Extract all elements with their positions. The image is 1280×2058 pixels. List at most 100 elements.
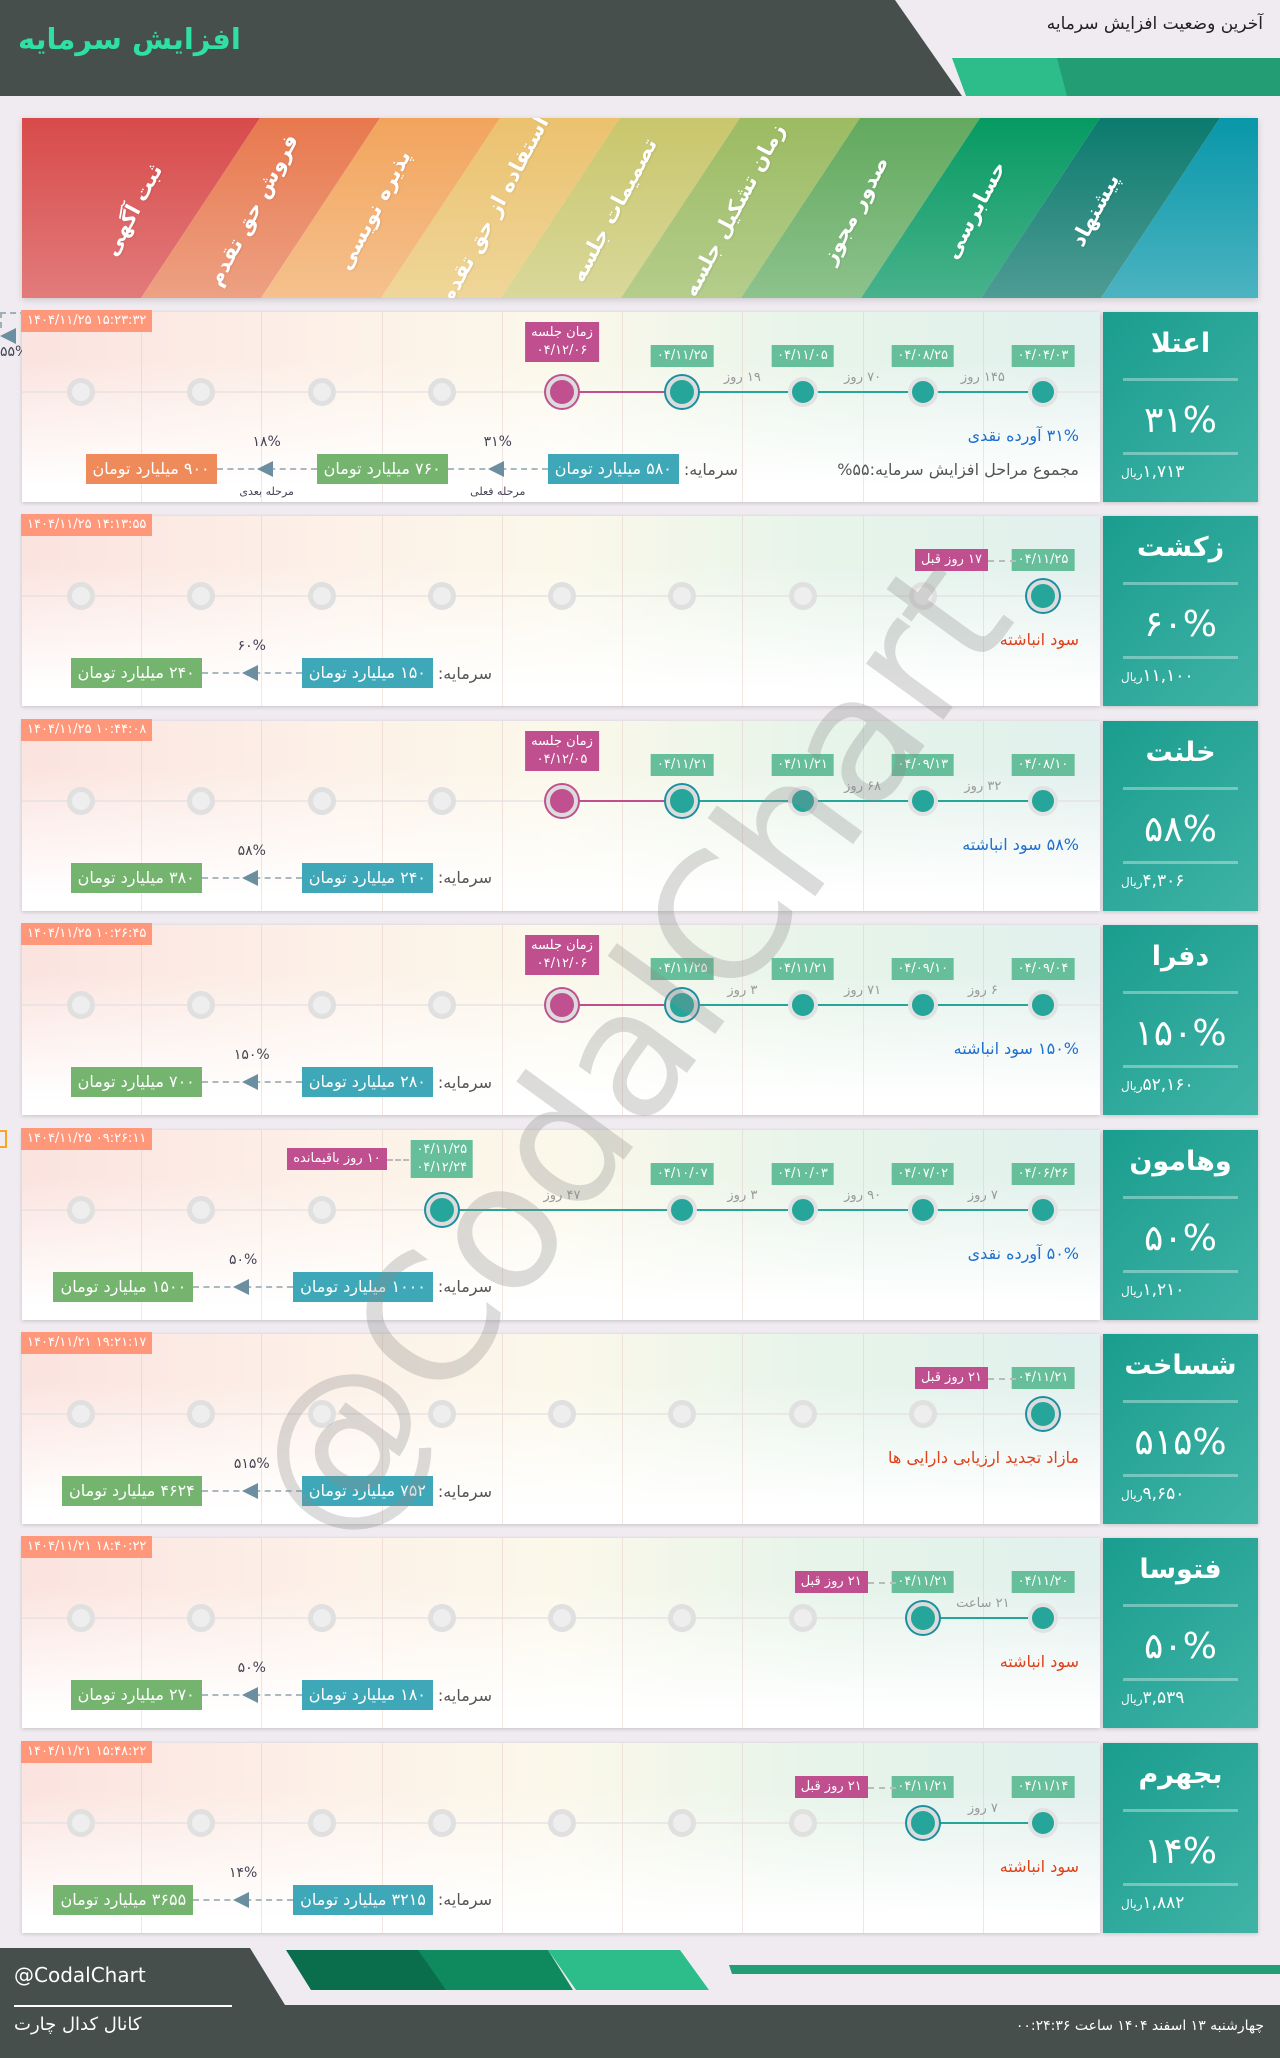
stage-node-done[interactable] — [907, 785, 938, 816]
stage-node-pending[interactable] — [67, 582, 95, 611]
company-summary[interactable]: خلنت ۵۸% ۴,۳۰۶ریال — [1103, 720, 1258, 911]
company-summary[interactable]: شساخت ۵۱۵% ۹,۶۵۰ریال — [1103, 1334, 1258, 1524]
channel-handle[interactable]: @CodalChart — [14, 1963, 146, 1987]
stage-date-label: ۰۴/۱۰/۰۷ — [650, 1162, 714, 1185]
stage-node-pending[interactable] — [788, 1808, 817, 1837]
stage-node-pending[interactable] — [427, 1808, 456, 1837]
grid-line — [742, 1334, 744, 1524]
stage-node-pending[interactable] — [307, 991, 336, 1020]
stage-node-pending[interactable] — [788, 1604, 817, 1633]
stage-node-done[interactable] — [907, 1194, 938, 1225]
stage-node-pending[interactable] — [307, 1808, 336, 1837]
stage-node-pending[interactable] — [67, 1400, 95, 1428]
progress-line — [682, 391, 1043, 393]
stage-date-label: ۰۴/۱۱/۲۱ — [650, 753, 714, 776]
stage-node-pending[interactable] — [668, 582, 697, 611]
capital-step-arrow: ۱۴% — [193, 1865, 294, 1915]
stage-node-pending[interactable] — [187, 1195, 216, 1224]
stage-node-done[interactable] — [1028, 785, 1058, 816]
stage-node-pending[interactable] — [427, 1604, 456, 1633]
stage-node-pending[interactable] — [67, 991, 95, 1020]
stage-node-done[interactable] — [1028, 990, 1058, 1021]
stage-node-pending[interactable] — [427, 991, 456, 1020]
stage-node-pending[interactable] — [187, 1808, 216, 1837]
stage-node-done[interactable] — [1028, 1603, 1058, 1634]
note-connector — [386, 1158, 409, 1161]
stage-node-pending[interactable] — [307, 1604, 336, 1633]
stage-node-pending[interactable] — [187, 786, 216, 815]
grid-line — [141, 312, 143, 502]
company-summary[interactable]: بجهرم ۱۴% ۱,۸۸۲ریال — [1103, 1742, 1258, 1933]
stage-node-pending[interactable] — [788, 1400, 817, 1428]
company-summary[interactable]: فتوسا ۵۰% ۳,۵۳۹ریال — [1103, 1538, 1258, 1729]
grid-line — [862, 1129, 864, 1320]
meeting-date-label: زمان جلسه ۰۴/۱۲/۰۶ — [525, 322, 599, 362]
stage-node-pending[interactable] — [548, 1604, 576, 1633]
stage-node-pending[interactable] — [668, 1400, 697, 1428]
stage-node-pending[interactable] — [187, 582, 216, 611]
stage-node-pending[interactable] — [67, 1604, 95, 1633]
stage-node-current[interactable] — [666, 784, 699, 817]
stage-node-done[interactable] — [667, 1194, 698, 1225]
stage-node-pending[interactable] — [908, 582, 937, 611]
stage-node-done[interactable] — [787, 785, 818, 816]
stage-node-current[interactable] — [906, 1602, 939, 1635]
stage-date-label: ۰۴/۱۱/۰۵ — [771, 345, 834, 367]
company-summary[interactable]: زکشت ۶۰% ۱۱,۱۰۰ریال — [1103, 516, 1258, 707]
stage-node-pending[interactable] — [307, 1400, 336, 1428]
company-summary[interactable]: وهامون ۵۰% ۱,۲۱۰ریال — [1103, 1129, 1258, 1320]
days-ago-badge: ۱۷ روز قبل — [914, 549, 988, 572]
stage-node-pending[interactable] — [67, 1195, 95, 1224]
stage-node-done[interactable] — [787, 1194, 818, 1225]
stage-node-current[interactable] — [906, 1806, 939, 1839]
stage-node-pending[interactable] — [668, 1808, 697, 1837]
stage-node-current[interactable] — [425, 1193, 458, 1226]
gap-duration: ۶۸ روز — [844, 778, 882, 794]
stage-node-pending[interactable] — [908, 1400, 937, 1428]
grid-line — [742, 1742, 744, 1933]
stage-node-pending[interactable] — [548, 1400, 576, 1428]
stage-node-pending[interactable] — [668, 1604, 697, 1633]
stage-node-done[interactable] — [1028, 377, 1058, 407]
stage-node-current[interactable] — [666, 376, 699, 408]
gap-duration: ۷ روز — [967, 1800, 998, 1816]
stage-node-done[interactable] — [1028, 1807, 1058, 1838]
stage-node-pending[interactable] — [548, 582, 576, 611]
stage-node-current[interactable] — [1027, 1398, 1059, 1430]
stage-node-pending[interactable] — [187, 991, 216, 1020]
stage-node-done[interactable] — [907, 377, 938, 407]
capital-amount: ۱۵۰۰ میلیارد تومان — [53, 1271, 194, 1302]
increase-percent: ۵۰% — [1144, 1217, 1217, 1259]
stage-node-done[interactable] — [787, 377, 818, 407]
stage-node-pending[interactable] — [427, 378, 456, 406]
stage-node-done[interactable] — [907, 990, 938, 1021]
stage-node-meeting[interactable] — [546, 989, 578, 1022]
stage-node-pending[interactable] — [307, 786, 336, 815]
stage-node-pending[interactable] — [307, 1195, 336, 1224]
capital-amount: ۴۶۲۴ میلیارد تومان — [62, 1476, 202, 1506]
stage-node-pending[interactable] — [427, 582, 456, 611]
stage-node-pending[interactable] — [187, 378, 216, 406]
stage-node-meeting[interactable] — [546, 376, 578, 408]
stage-node-done[interactable] — [787, 990, 818, 1021]
grid-line — [742, 1129, 744, 1320]
stage-node-pending[interactable] — [187, 1400, 216, 1428]
stage-node-pending[interactable] — [548, 1808, 576, 1837]
grid-line — [982, 516, 984, 707]
stage-node-meeting[interactable] — [546, 784, 578, 817]
stage-node-pending[interactable] — [307, 582, 336, 611]
stage-node-pending[interactable] — [788, 582, 817, 611]
company-summary[interactable]: اعتلا ۳۱% ۱,۷۱۳ریال — [1103, 312, 1258, 502]
stage-node-pending[interactable] — [67, 378, 95, 406]
stage-node-pending[interactable] — [427, 1400, 456, 1428]
share-price: ۱,۷۱۳ریال — [1121, 462, 1184, 482]
stage-node-pending[interactable] — [187, 1604, 216, 1633]
stage-node-current[interactable] — [1027, 580, 1059, 613]
company-summary[interactable]: دفرا ۱۵۰% ۵۲,۱۶۰ریال — [1103, 925, 1258, 1116]
stage-node-pending[interactable] — [427, 786, 456, 815]
stage-node-pending[interactable] — [307, 378, 336, 406]
stage-node-pending[interactable] — [67, 1808, 95, 1837]
stage-node-done[interactable] — [1028, 1194, 1058, 1225]
stage-node-current[interactable] — [666, 989, 699, 1022]
stage-node-pending[interactable] — [67, 786, 95, 815]
